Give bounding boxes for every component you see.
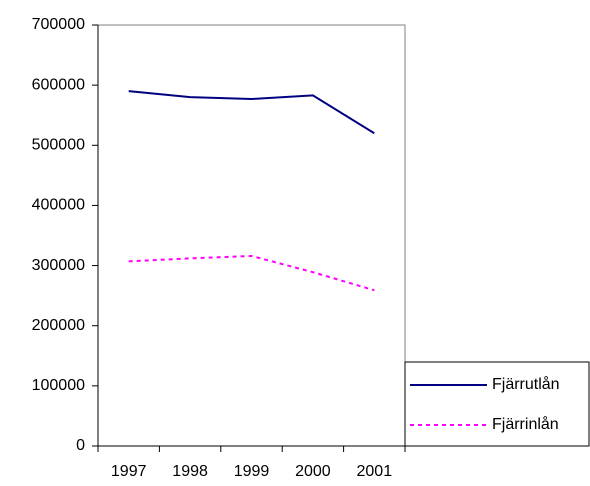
plot-border: [98, 24, 406, 446]
legend-box: [404, 361, 590, 447]
y-tick-label: 400000: [32, 197, 85, 214]
legend-label: Fjärrinlån: [492, 415, 559, 433]
y-tick-label: 600000: [32, 76, 85, 93]
x-tick-label: 2001: [357, 463, 393, 480]
y-tick-label: 0: [76, 437, 85, 454]
x-tick-label: 1998: [172, 463, 208, 480]
y-tick-label: 500000: [32, 137, 85, 154]
data-line: [128, 90, 375, 135]
y-tick-label: 100000: [32, 377, 85, 394]
y-tick-label: 700000: [32, 16, 85, 33]
x-tick-label: 1999: [234, 463, 270, 480]
x-tick-label: 2000: [295, 463, 331, 480]
y-tick-label: 200000: [32, 317, 85, 334]
legend-label: Fjärrutlån: [492, 375, 560, 393]
y-tick-label: 300000: [32, 257, 85, 274]
x-tick-label: 1997: [111, 463, 147, 480]
data-line: [128, 254, 375, 292]
